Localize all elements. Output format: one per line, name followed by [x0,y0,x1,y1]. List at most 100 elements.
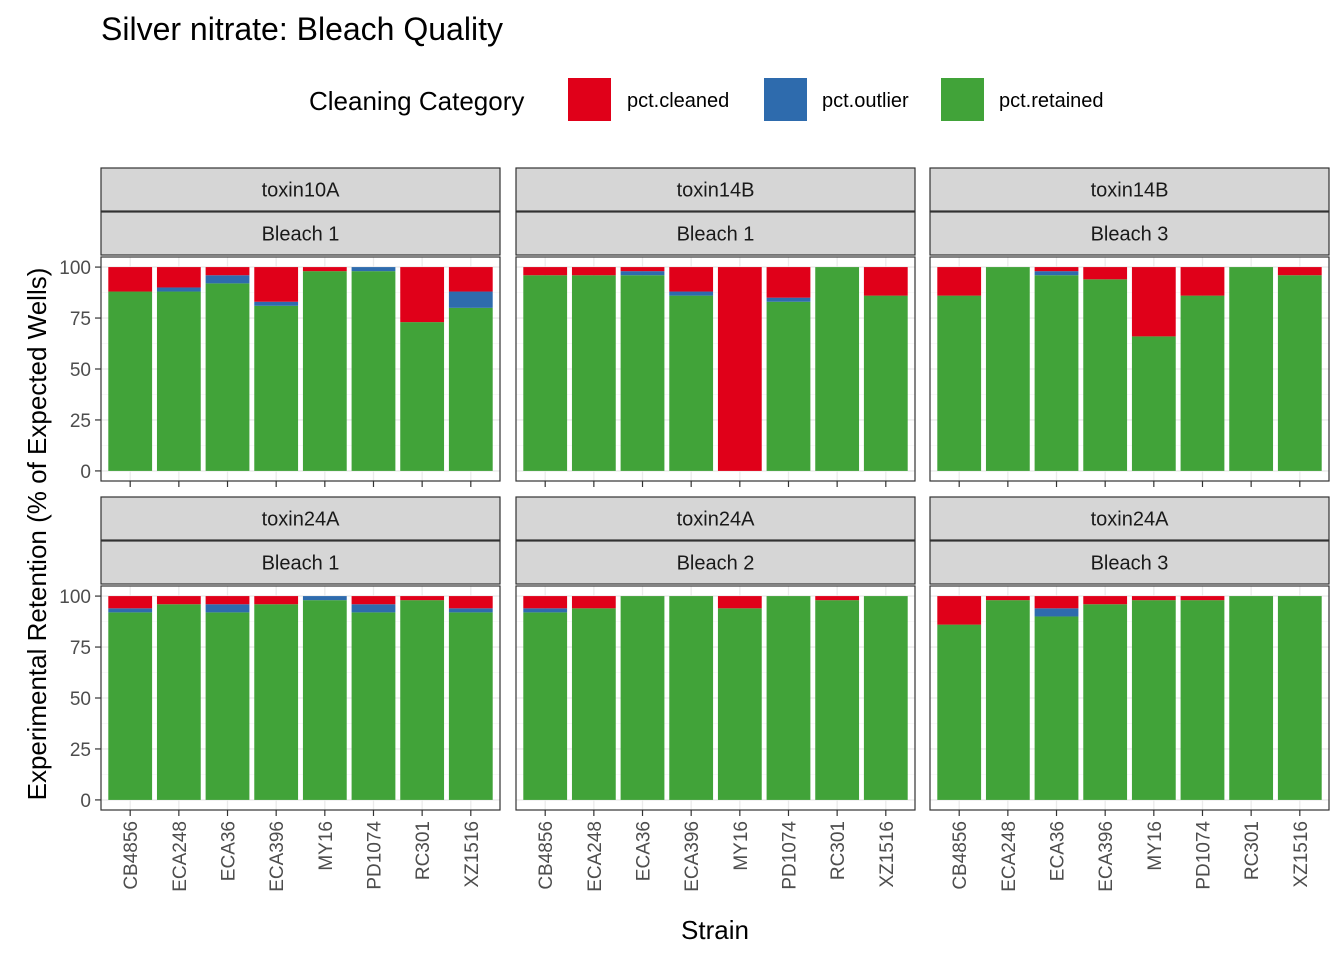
x-tick-label: ECA248 [999,821,1020,892]
x-tick-label: CB4856 [536,821,557,890]
chart-title: Silver nitrate: Bleach Quality [101,11,503,47]
bar-retained-CB4856 [523,275,568,471]
y-tick-label: 100 [59,258,91,279]
bar-retained-ECA396 [254,305,299,471]
legend-label-outlier: pct.outlier [822,90,909,112]
bar-cleaned-CB4856 [108,267,153,292]
bar-retained-ECA248 [571,608,616,800]
bar-retained-CB4856 [108,291,153,471]
y-tick-label: 0 [80,462,91,483]
strip-condition-label: toxin24A [1091,509,1169,531]
legend-label-cleaned: pct.cleaned [627,90,729,112]
y-tick-label: 100 [59,587,91,608]
x-tick-label: ECA36 [219,821,240,881]
strip-bleach [515,211,916,256]
x-tick-label: MY16 [731,821,752,871]
strip-bleach-label: Bleach 2 [677,553,755,575]
y-tick-label: 0 [80,791,91,812]
bar-outlier-ECA36 [620,271,665,276]
x-tick-label: XZ1516 [1291,821,1312,888]
bar-cleaned-ECA396 [254,267,299,302]
x-tick-label: MY16 [316,821,337,871]
bar-outlier-ECA36 [1034,271,1079,276]
bar-retained-RC301 [815,600,860,800]
bar-retained-XZ1516 [1277,275,1322,471]
x-tick-label: ECA248 [585,821,606,892]
legend-label-retained: pct.retained [999,90,1104,112]
strip-condition-label: toxin10A [262,180,340,202]
bar-retained-ECA248 [156,604,201,800]
bar-cleaned-CB4856 [523,267,568,276]
bar-retained-ECA396 [1083,604,1128,800]
panel-border [929,256,1330,482]
bar-retained-XZ1516 [448,307,493,471]
x-tick-label: ECA36 [634,821,655,881]
bar-retained-ECA396 [669,596,714,800]
strip-bleach-label: Bleach 3 [1091,224,1169,246]
bar-retained-RC301 [400,322,445,471]
bar-retained-ECA248 [571,275,616,471]
bar-retained-XZ1516 [863,295,908,471]
bar-retained-RC301 [815,267,860,471]
strip-condition [929,167,1330,212]
x-tick-label: ECA396 [1096,821,1117,892]
x-tick-label: CB4856 [121,821,142,890]
bar-cleaned-ECA396 [254,596,299,605]
bar-cleaned-ECA36 [1034,267,1079,272]
bar-outlier-ECA36 [205,275,250,284]
x-tick-label: PD1074 [779,821,800,890]
bar-cleaned-MY16 [302,267,347,272]
bar-outlier-CB4856 [108,608,153,613]
strip-condition-label: toxin14B [1091,180,1169,202]
bar-retained-ECA36 [205,283,250,471]
bar-cleaned-ECA248 [156,596,201,605]
x-tick-label: PD1074 [364,821,385,890]
bar-cleaned-XZ1516 [863,267,908,296]
bar-cleaned-ECA36 [620,267,665,272]
x-tick-label: ECA396 [682,821,703,892]
bar-retained-PD1074 [1180,295,1225,471]
bar-cleaned-MY16 [1131,596,1176,601]
bar-cleaned-MY16 [717,267,762,471]
panel-border [515,585,916,811]
panel-toxin24A-bleach-1: toxin24A Bleach 1 0 25 50 75 100 CB4856 ECA248 EC… [59,496,501,892]
bar-outlier-PD1074 [351,604,396,613]
panel-toxin24A-bleach-3: toxin24A Bleach 3 CB4856 ECA248 ECA36 ECA396 M… [929,496,1330,892]
bar-outlier-CB4856 [523,608,568,613]
bar-retained-RC301 [400,600,445,800]
panel-toxin14B-bleach-1: toxin14B Bleach 1 [515,167,916,487]
x-axis-label: Strain [681,915,749,945]
panel-toxin14B-bleach-3: toxin14B Bleach 3 [929,167,1330,487]
bar-retained-ECA396 [669,295,714,471]
legend-item-retained: pct.retained [941,78,1104,121]
bar-outlier-ECA36 [1034,608,1079,617]
strip-condition-label: toxin24A [677,509,755,531]
bar-retained-ECA36 [620,596,665,800]
legend-title: Cleaning Category [309,86,524,116]
bar-outlier-MY16 [302,596,347,601]
panel-border [515,256,916,482]
bar-retained-ECA396 [1083,279,1128,471]
bar-cleaned-ECA248 [571,596,616,609]
bar-cleaned-ECA248 [985,596,1030,601]
bar-cleaned-CB4856 [523,596,568,609]
bar-retained-MY16 [302,271,347,471]
strip-bleach-label: Bleach 3 [1091,553,1169,575]
legend-swatch-retained [941,78,984,121]
bar-outlier-ECA36 [205,604,250,613]
y-tick-label: 50 [70,689,91,710]
bar-cleaned-RC301 [400,267,445,323]
panel-toxin24A-bleach-2: toxin24A Bleach 2 CB4856 ECA248 ECA36 ECA396 M… [515,496,916,892]
bar-retained-MY16 [1131,600,1176,800]
bar-cleaned-MY16 [717,596,762,609]
bar-outlier-XZ1516 [448,291,493,308]
bar-cleaned-PD1074 [351,596,396,605]
bar-cleaned-ECA396 [1083,596,1128,605]
bar-retained-PD1074 [766,301,811,471]
bar-retained-CB4856 [108,612,153,800]
bar-cleaned-MY16 [1131,267,1176,337]
bar-outlier-ECA396 [669,291,714,296]
bar-outlier-XZ1516 [448,608,493,613]
y-tick-label: 50 [70,360,91,381]
bar-retained-MY16 [1131,336,1176,471]
